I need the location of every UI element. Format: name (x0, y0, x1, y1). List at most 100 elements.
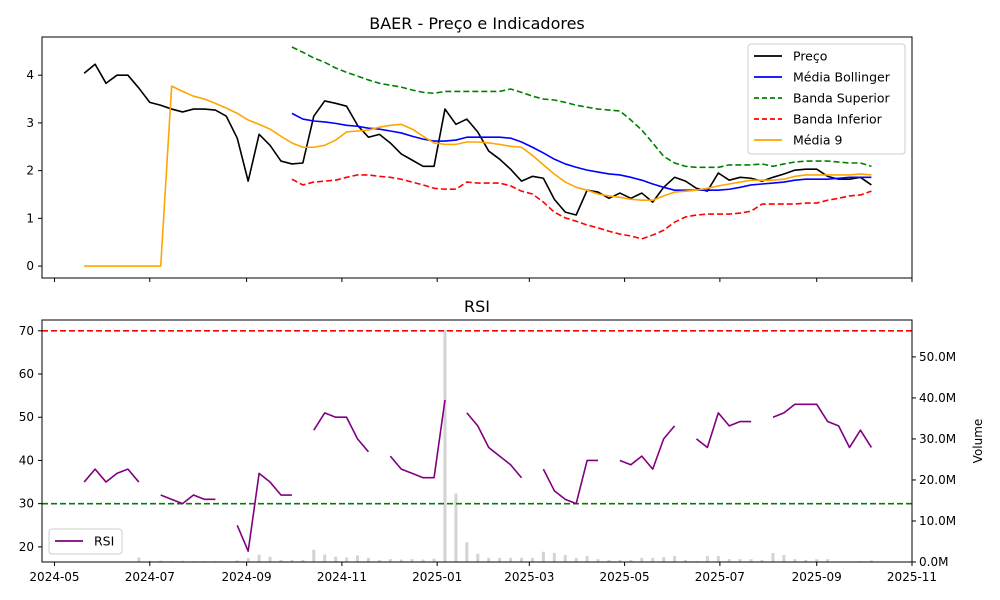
price-x-axis (53, 278, 913, 282)
price-chart-title: BAER - Preço e Indicadores (369, 14, 585, 33)
rsi-x-tick-label: 2025-05 (600, 570, 650, 584)
volume-bar (443, 329, 447, 562)
rsi-x-tick-label: 2024-07 (125, 570, 175, 584)
volume-bar (509, 557, 513, 562)
legend-label: RSI (94, 534, 114, 549)
volume-bar (749, 559, 753, 562)
volume-bar (421, 559, 425, 562)
rsi-y-tick-label: 30 (19, 497, 34, 511)
volume-bar (716, 555, 720, 562)
volume-bar (738, 559, 742, 562)
volume-bar (826, 559, 830, 562)
price-y-tick-label: 1 (26, 211, 34, 225)
volume-y-tick-label: 10.0M (919, 514, 956, 528)
volume-bar (334, 556, 338, 562)
rsi-y-tick-label: 20 (19, 540, 34, 554)
rsi-line (160, 494, 216, 505)
rsi-x-tick-label: 2024-11 (317, 570, 367, 584)
volume-bar (235, 560, 239, 562)
price-y-axis: 0 1 2 3 4 (26, 68, 42, 273)
volume-bar (869, 560, 873, 562)
price-legend: Preço Média Bollinger Banda Superior Banda … (747, 43, 906, 155)
price-y-tick-label: 2 (26, 164, 34, 178)
volume-bar (279, 559, 283, 562)
rsi-line (236, 472, 292, 552)
rsi-y-tick-label: 60 (19, 367, 34, 381)
volume-bar (312, 549, 316, 562)
volume-y-tick-label: 20.0M (919, 473, 956, 487)
rsi-x-tick-label: 2025-11 (887, 570, 937, 584)
volume-bar (290, 559, 294, 562)
price-y-tick-label: 4 (26, 68, 34, 82)
volume-bars-group (82, 329, 873, 562)
volume-bar (476, 553, 480, 562)
rsi-legend-box (48, 528, 123, 555)
rsi-plot-frame (41, 319, 913, 563)
volume-bar (323, 554, 327, 562)
volume-bar (377, 559, 381, 562)
rsi-chart-title: RSI (464, 297, 490, 316)
volume-bar (399, 559, 403, 562)
volume-bar (662, 557, 666, 562)
volume-bar (815, 559, 819, 562)
volume-bar (782, 555, 786, 562)
series-preco-line (83, 63, 872, 216)
volume-bar (257, 554, 261, 562)
price-plot-frame (41, 36, 913, 279)
series-banda-superior-line (291, 46, 872, 169)
rsi-y-tick-label: 50 (19, 410, 34, 424)
rsi-line (542, 459, 599, 505)
rsi-line (466, 412, 523, 479)
rsi-line (313, 412, 370, 453)
price-panel: BAER - Preço e Indicadores 0 1 2 3 4 Preço Mé… (26, 14, 913, 282)
volume-bar (137, 557, 141, 562)
volume-bar (487, 557, 491, 562)
volume-bar (552, 552, 556, 562)
legend-label: Média Bollinger (793, 70, 891, 85)
volume-bar (618, 559, 622, 562)
volume-bar (585, 555, 589, 562)
rsi-x-tick-label: 2025-03 (504, 570, 554, 584)
volume-bar (454, 493, 458, 562)
rsi-x-axis: 2024-05 2024-07 2024-09 2024-11 2025-01 2025-… (29, 562, 937, 584)
volume-bar (727, 559, 731, 562)
rsi-reference-lines (42, 330, 912, 505)
volume-bar (629, 559, 633, 562)
rsi-x-tick-label: 2025-01 (412, 570, 462, 584)
rsi-line (772, 403, 873, 449)
rsi-panel: RSI 20 30 40 50 60 70 0.0M 10.0M 20.0M 30.0M 40.0… (19, 297, 985, 584)
series-media-9-line (84, 85, 872, 267)
rsi-y-axis: 20 30 40 50 60 70 (19, 324, 42, 554)
volume-bar (574, 557, 578, 562)
volume-bar (268, 556, 272, 562)
rsi-y-tick-label: 40 (19, 453, 34, 467)
rsi-series-group (83, 399, 873, 552)
volume-y-tick-label: 50.0M (919, 350, 956, 364)
volume-bar (563, 555, 567, 562)
rsi-x-tick-label: 2025-07 (695, 570, 745, 584)
volume-bar (246, 557, 250, 562)
volume-bar (366, 557, 370, 562)
volume-bar (541, 551, 545, 562)
legend-label: Média 9 (793, 133, 843, 148)
rsi-line (619, 425, 676, 470)
volume-bar (356, 555, 360, 562)
volume-bar (159, 560, 163, 562)
volume-bar (520, 557, 524, 562)
volume-bar (432, 558, 436, 562)
rsi-legend: RSI (48, 528, 123, 555)
volume-bar (793, 559, 797, 562)
rsi-x-tick-label: 2025-09 (792, 570, 842, 584)
rsi-x-tick-label: 2024-09 (222, 570, 272, 584)
volume-bar (388, 559, 392, 562)
legend-label: Banda Superior (793, 91, 890, 106)
rsi-line (389, 399, 446, 479)
volume-bar (498, 557, 502, 562)
volume-bar (148, 560, 152, 562)
legend-label: Banda Inferior (793, 112, 883, 127)
volume-bar (410, 559, 414, 562)
rsi-x-tick-label: 2024-05 (29, 570, 79, 584)
volume-bar (804, 559, 808, 562)
volume-bar (607, 559, 611, 562)
